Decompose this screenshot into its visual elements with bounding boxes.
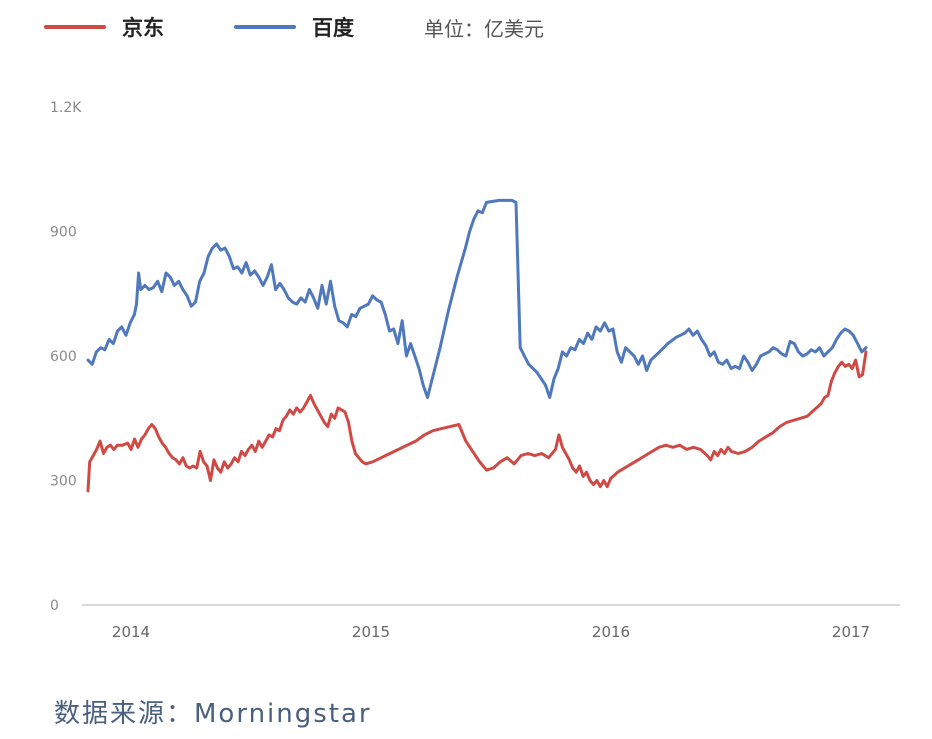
source-note: 数据来源：Morningstar (54, 699, 372, 729)
y-tick-label: 900 (50, 225, 77, 241)
x-tick-label: 2016 (592, 623, 630, 641)
legend-item-baidu: 百度 (234, 12, 354, 42)
series-layer (86, 198, 868, 493)
legend-swatch-jd (44, 25, 106, 29)
y-tick-label: 300 (50, 474, 77, 490)
y-tick-label: 600 (50, 349, 77, 365)
x-tick-label: 2017 (832, 623, 870, 641)
legend-item-jd: 京东 (44, 12, 164, 42)
y-tick-label: 0 (50, 598, 59, 614)
x-tick-label: 2015 (352, 623, 390, 641)
x-axis-ticks: 2014 2015 2016 2017 (112, 623, 870, 641)
legend: 京东 百度 单位：亿美元 (44, 12, 544, 42)
series-line-baidu (86, 198, 868, 399)
legend-label-baidu: 百度 (312, 16, 354, 40)
y-axis-ticks: 0 300 600 900 1.2K (50, 100, 82, 614)
unit-label: 单位：亿美元 (424, 16, 544, 41)
legend-swatch-baidu (234, 25, 296, 29)
line-chart: 0 300 600 900 1.2K 2014 2015 2016 2017 (50, 100, 900, 641)
series-line-jd (86, 350, 868, 493)
legend-label-jd: 京东 (122, 16, 164, 40)
x-tick-label: 2014 (112, 623, 150, 641)
y-tick-label: 1.2K (50, 100, 82, 116)
